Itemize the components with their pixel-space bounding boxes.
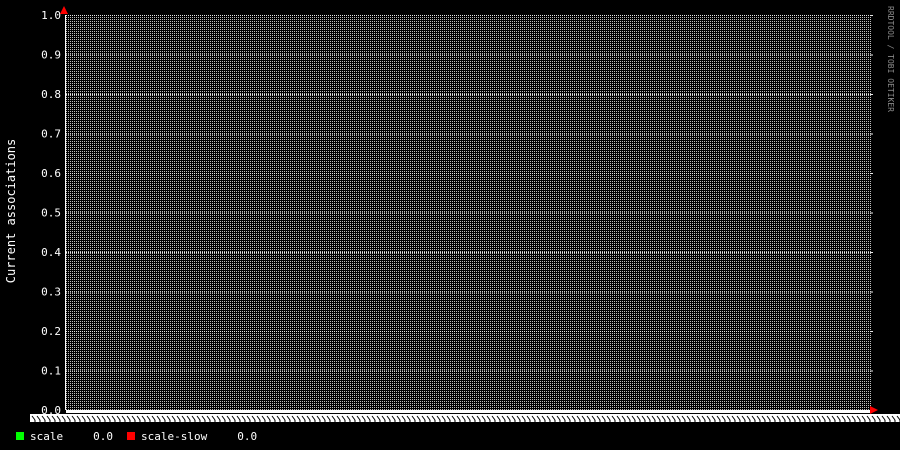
legend: scale 0.0 scale-slow 0.0	[16, 429, 271, 443]
y-tick-label: 0.8	[41, 88, 61, 101]
legend-label-scale-slow: scale-slow	[141, 429, 208, 443]
y-tick-label: 0.0	[41, 404, 61, 417]
y-tick-label: 1.0	[41, 9, 61, 22]
y-tick-label: 0.1	[41, 365, 61, 378]
y-axis-title: Current associations	[4, 139, 18, 284]
x-axis-arrow-icon	[870, 406, 878, 414]
y-tick-label: 0.3	[41, 286, 61, 299]
y-tick-label: 0.7	[41, 128, 61, 141]
y-axis-tick-labels: 0.0 0.1 0.2 0.3 0.4 0.5 0.6 0.7 0.8 0.9 1.0	[41, 9, 61, 417]
legend-value-scale: 0.0	[93, 429, 113, 443]
plot-grid	[65, 15, 873, 411]
y-tick-label: 0.6	[41, 167, 61, 180]
y-tick-label: 0.2	[41, 325, 61, 338]
x-axis-tick-labels	[30, 411, 900, 422]
legend-value-scale-slow: 0.0	[237, 429, 258, 443]
legend-item-scale: scale 0.0	[16, 430, 113, 443]
y-tick-label: 0.9	[41, 49, 61, 62]
y-tick-label: 0.5	[41, 207, 61, 220]
legend-label-scale: scale	[30, 429, 64, 443]
watermark: RRDTOOL / TOBI OETIKER	[886, 6, 895, 112]
y-tick-label: 0.4	[41, 246, 61, 259]
y-axis-arrow-icon	[60, 6, 68, 14]
legend-item-scale-slow: scale-slow 0.0	[127, 430, 257, 443]
x-axis-label-band	[30, 414, 900, 422]
x-axis-tick-strip	[66, 411, 870, 413]
x-axis-label-glyphs	[31, 415, 900, 422]
grid-minor-lines	[66, 15, 871, 410]
legend-swatch-scale-slow	[127, 432, 135, 440]
legend-swatch-scale	[16, 432, 24, 440]
